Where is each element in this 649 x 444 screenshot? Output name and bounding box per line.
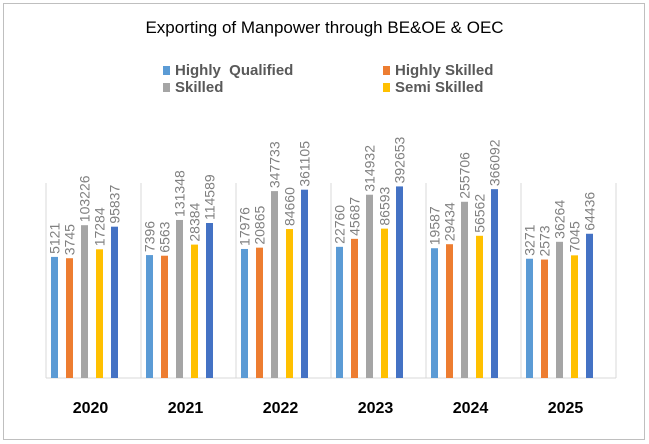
data-label: 347733 [267,141,283,188]
bar [51,256,58,378]
legend-label: Highly Skilled [395,62,494,79]
bar [271,191,278,378]
legend-label: Semi Skilled [395,79,484,96]
data-label: 56562 [472,194,488,233]
data-label: 5121 [47,223,63,254]
chart-title: Exporting of Manpower through BE&OE & OE… [145,18,504,37]
bar [206,223,213,378]
data-label: 64436 [582,192,598,231]
data-label: 392653 [392,136,408,183]
bar [526,258,533,378]
bar [111,226,118,378]
bar [81,225,88,378]
legend-label: Skilled [175,79,224,96]
bar [476,235,483,378]
bar [556,241,563,378]
bar [571,255,578,378]
data-label: 7396 [142,221,158,252]
legend-swatch [163,66,170,75]
bar [366,194,373,378]
data-label: 20865 [252,206,268,245]
bar [431,248,438,378]
chart-frame [3,3,645,440]
data-label: 17284 [92,207,108,246]
bar [396,186,403,378]
legend-item-skilled: Skilled [163,79,223,96]
bar [66,258,73,378]
x-tick-label: 2023 [358,400,394,417]
data-label: 131348 [172,170,188,217]
bar [351,238,358,378]
data-label: 103226 [77,175,93,222]
bar [336,246,343,378]
data-label: 314932 [362,145,378,192]
bar [191,244,198,378]
legend-swatch [383,66,390,75]
bar [491,189,498,378]
legend-item-highly-skilled: Highly Skilled [383,62,493,79]
legend-swatch [163,83,170,92]
data-label: 45687 [347,197,363,236]
data-label: 2573 [537,225,553,256]
bar [161,255,168,378]
x-tick-label: 2024 [453,400,489,417]
bar [541,259,548,378]
data-label: 36264 [552,200,568,239]
data-label: 3745 [62,224,78,255]
legend-swatch [383,83,390,92]
x-tick-label: 2022 [263,400,299,417]
bar [446,244,453,378]
legend-label: Highly Qualified [175,62,294,79]
data-label: 3271 [522,224,538,255]
legend-item-highly-qualified: Highly Qualified [163,62,293,79]
data-label: 19587 [427,206,443,245]
bar [381,228,388,378]
x-tick-label: 2025 [548,400,584,417]
x-tick-label: 2020 [73,400,109,417]
data-label: 6563 [157,221,173,252]
bar [146,255,153,378]
legend: Highly Qualified Highly Skilled Skilled … [0,62,649,102]
data-label: 255706 [457,152,473,199]
bar [461,201,468,378]
data-label: 95837 [107,185,123,224]
bar [256,247,263,378]
data-label: 28384 [187,202,203,241]
x-tick-label: 2021 [168,400,204,417]
data-label: 86593 [377,186,393,225]
data-label: 361105 [297,141,313,187]
data-label: 29434 [442,202,458,241]
bar [96,249,103,378]
data-label: 22760 [332,205,348,244]
data-label: 114589 [202,174,218,220]
bar [301,189,308,378]
data-label: 84660 [282,187,298,226]
bar [286,229,293,378]
data-label: 366092 [487,139,503,186]
bar [176,219,183,378]
bar [241,248,248,378]
bar [586,233,593,378]
data-label: 7045 [567,221,583,252]
legend-item-semi-skilled: Semi Skilled [383,79,483,96]
data-label: 17976 [237,207,253,246]
